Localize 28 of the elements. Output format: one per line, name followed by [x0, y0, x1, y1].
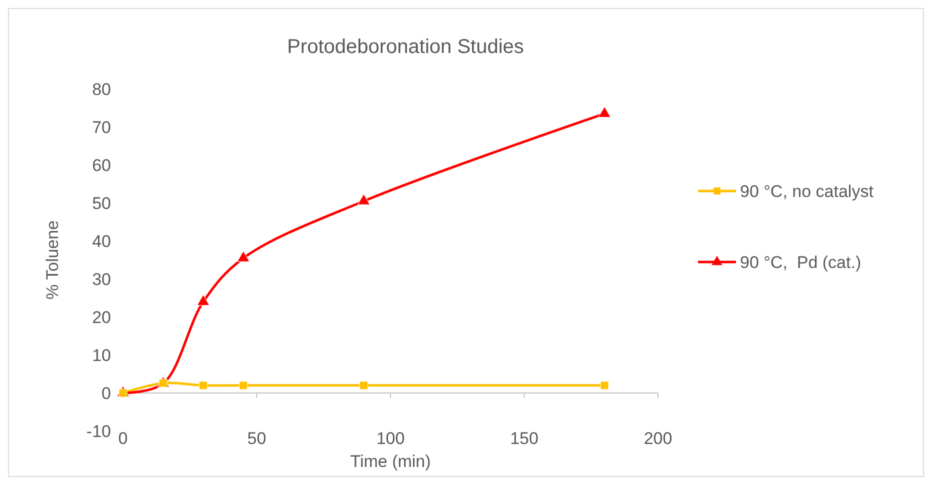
y-tick-label: 10: [92, 346, 111, 365]
y-tick-label: 20: [92, 308, 111, 327]
y-tick-label: 80: [92, 80, 111, 99]
x-tick-label: 200: [644, 429, 672, 448]
y-tick-label: 40: [92, 232, 111, 251]
point: [237, 250, 250, 262]
point: [199, 381, 208, 390]
legend-label: 90 °C, no catalyst: [740, 182, 874, 201]
point: [196, 294, 210, 306]
chart-title: Protodeboronation Studies: [287, 36, 524, 58]
y-tick-label: 30: [92, 270, 111, 289]
x-tick-label: 0: [118, 429, 128, 448]
x-tick-label: 100: [376, 429, 405, 448]
point: [357, 194, 370, 205]
point: [600, 381, 609, 390]
y-axis-title: % Toluene: [43, 220, 62, 300]
x-axis-title: Time (min): [350, 452, 431, 471]
point: [598, 106, 611, 118]
y-tick-label: 70: [92, 118, 111, 137]
x-tick-label: 150: [510, 429, 538, 448]
y-tick-label: 0: [102, 384, 111, 403]
y-tick-label: 50: [92, 194, 111, 213]
point: [360, 381, 368, 390]
point: [239, 381, 248, 390]
x-tick-label: 50: [247, 429, 266, 448]
legend-label: 90 °C, Pd (cat.): [740, 253, 862, 272]
y-tick-label: -10: [86, 422, 111, 441]
y-tick-label: 60: [92, 156, 111, 175]
